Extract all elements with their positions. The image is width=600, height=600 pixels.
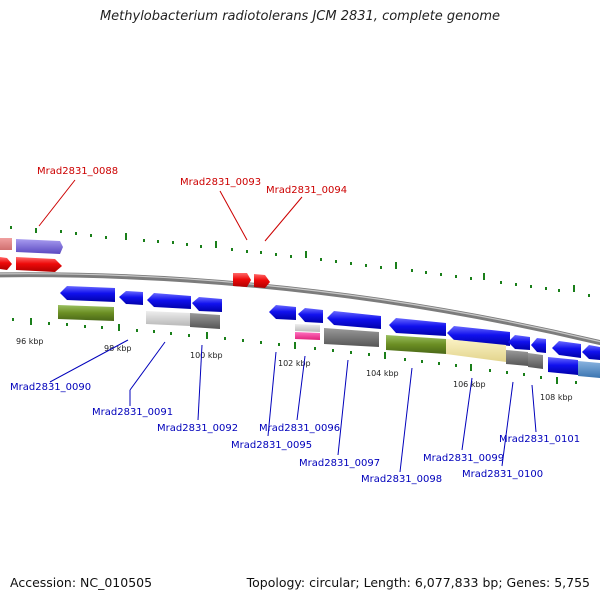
gene-label-mrad2831-0098[interactable]: Mrad2831_0098 [361, 474, 442, 485]
gene-label-mrad2831-0092[interactable]: Mrad2831_0092 [157, 423, 238, 434]
tick-labels: 96 kbp 98 kbp 100 kbp 102 kbp 104 kbp 10… [16, 337, 573, 402]
gene-labels-bottom: Mrad2831_0090 Mrad2831_0091 Mrad2831_009… [10, 382, 580, 485]
gene-purple-fwd[interactable] [16, 239, 63, 254]
gene-mrad2831-0092[interactable] [190, 313, 220, 329]
gene-blue-rev-9[interactable] [447, 326, 510, 346]
gene-blue-rev-12[interactable] [552, 341, 581, 358]
leader-lines-blue [49, 339, 537, 473]
gene-blue-rev-1[interactable] [60, 286, 115, 302]
reverse-genes [58, 286, 600, 378]
gene-blue-rev-10[interactable] [508, 335, 530, 350]
tick-label-96: 96 kbp [16, 337, 44, 346]
gene-blue-rev-8[interactable] [389, 318, 446, 336]
gene-blue-rev-6[interactable] [298, 308, 323, 323]
accession-text: Accession: NC_010505 [10, 575, 153, 590]
gene-blue-rev-7[interactable] [327, 311, 381, 329]
gene-mrad2831-0088[interactable] [16, 257, 62, 272]
gene-mrad2831-0101[interactable] [528, 353, 543, 369]
gene-mrad2831-0096[interactable] [295, 332, 320, 340]
gene-label-mrad2831-0091[interactable]: Mrad2831_0091 [92, 407, 173, 418]
tick-label-104: 104 kbp [366, 369, 399, 378]
gene-label-mrad2831-0095[interactable]: Mrad2831_0095 [231, 440, 312, 451]
gene-label-mrad2831-0096[interactable]: Mrad2831_0096 [259, 423, 340, 434]
gene-mrad2831-0098[interactable] [386, 335, 446, 354]
gene-blue-rev-4[interactable] [192, 297, 222, 312]
tick-label-98: 98 kbp [104, 344, 132, 353]
gene-label-mrad2831-0097[interactable]: Mrad2831_0097 [299, 458, 380, 469]
map-title: Methylobacterium radiotolerans JCM 2831,… [99, 9, 501, 24]
genome-summary-text: Topology: circular; Length: 6,077,833 bp… [246, 575, 590, 590]
gene-red-fwd-a[interactable] [0, 257, 12, 270]
gene-pink-fwd[interactable] [0, 238, 12, 250]
leader-lines-red [38, 179, 303, 242]
lower-tick-row [12, 318, 577, 384]
gene-blue-rev-13[interactable] [582, 345, 600, 360]
gene-steel-rev[interactable] [578, 361, 600, 378]
gene-blue-rev-11[interactable] [531, 338, 546, 353]
gene-label-mrad2831-0090[interactable]: Mrad2831_0090 [10, 382, 91, 393]
tick-label-100: 100 kbp [190, 351, 223, 360]
gene-label-mrad2831-0093[interactable]: Mrad2831_0093 [180, 177, 261, 188]
gene-blue-rev-5[interactable] [269, 305, 296, 320]
gene-mrad2831-0097[interactable] [324, 328, 379, 347]
gene-red-fwd-b[interactable] [233, 273, 251, 287]
upper-tick-row [10, 226, 590, 297]
gene-labels-top: Mrad2831_0088 Mrad2831_0093 Mrad2831_009… [37, 166, 347, 196]
gene-label-mrad2831-0094[interactable]: Mrad2831_0094 [266, 185, 347, 196]
tick-label-102: 102 kbp [278, 359, 311, 368]
tick-label-108: 108 kbp [540, 393, 573, 402]
forward-genes [0, 238, 270, 288]
gene-mrad2831-0099[interactable] [446, 339, 506, 362]
gene-red-fwd-c[interactable] [254, 274, 270, 288]
gene-mrad2831-0091[interactable] [146, 311, 190, 326]
gene-mrad2831-0090[interactable] [58, 305, 114, 321]
genome-backbone-highlight [0, 273, 600, 343]
gene-blue-rev-3[interactable] [147, 293, 191, 309]
gene-blue-rev-14[interactable] [548, 357, 578, 375]
gene-mrad2831-0095[interactable] [295, 324, 320, 332]
gene-label-mrad2831-0101[interactable]: Mrad2831_0101 [499, 434, 580, 445]
gene-label-mrad2831-0088[interactable]: Mrad2831_0088 [37, 166, 118, 177]
tick-label-106: 106 kbp [453, 380, 486, 389]
gene-label-mrad2831-0100[interactable]: Mrad2831_0100 [462, 469, 543, 480]
gene-blue-rev-2[interactable] [119, 291, 143, 305]
genome-backbone [0, 272, 600, 346]
gene-label-mrad2831-0099[interactable]: Mrad2831_0099 [423, 453, 504, 464]
gene-mrad2831-0100[interactable] [506, 350, 528, 366]
